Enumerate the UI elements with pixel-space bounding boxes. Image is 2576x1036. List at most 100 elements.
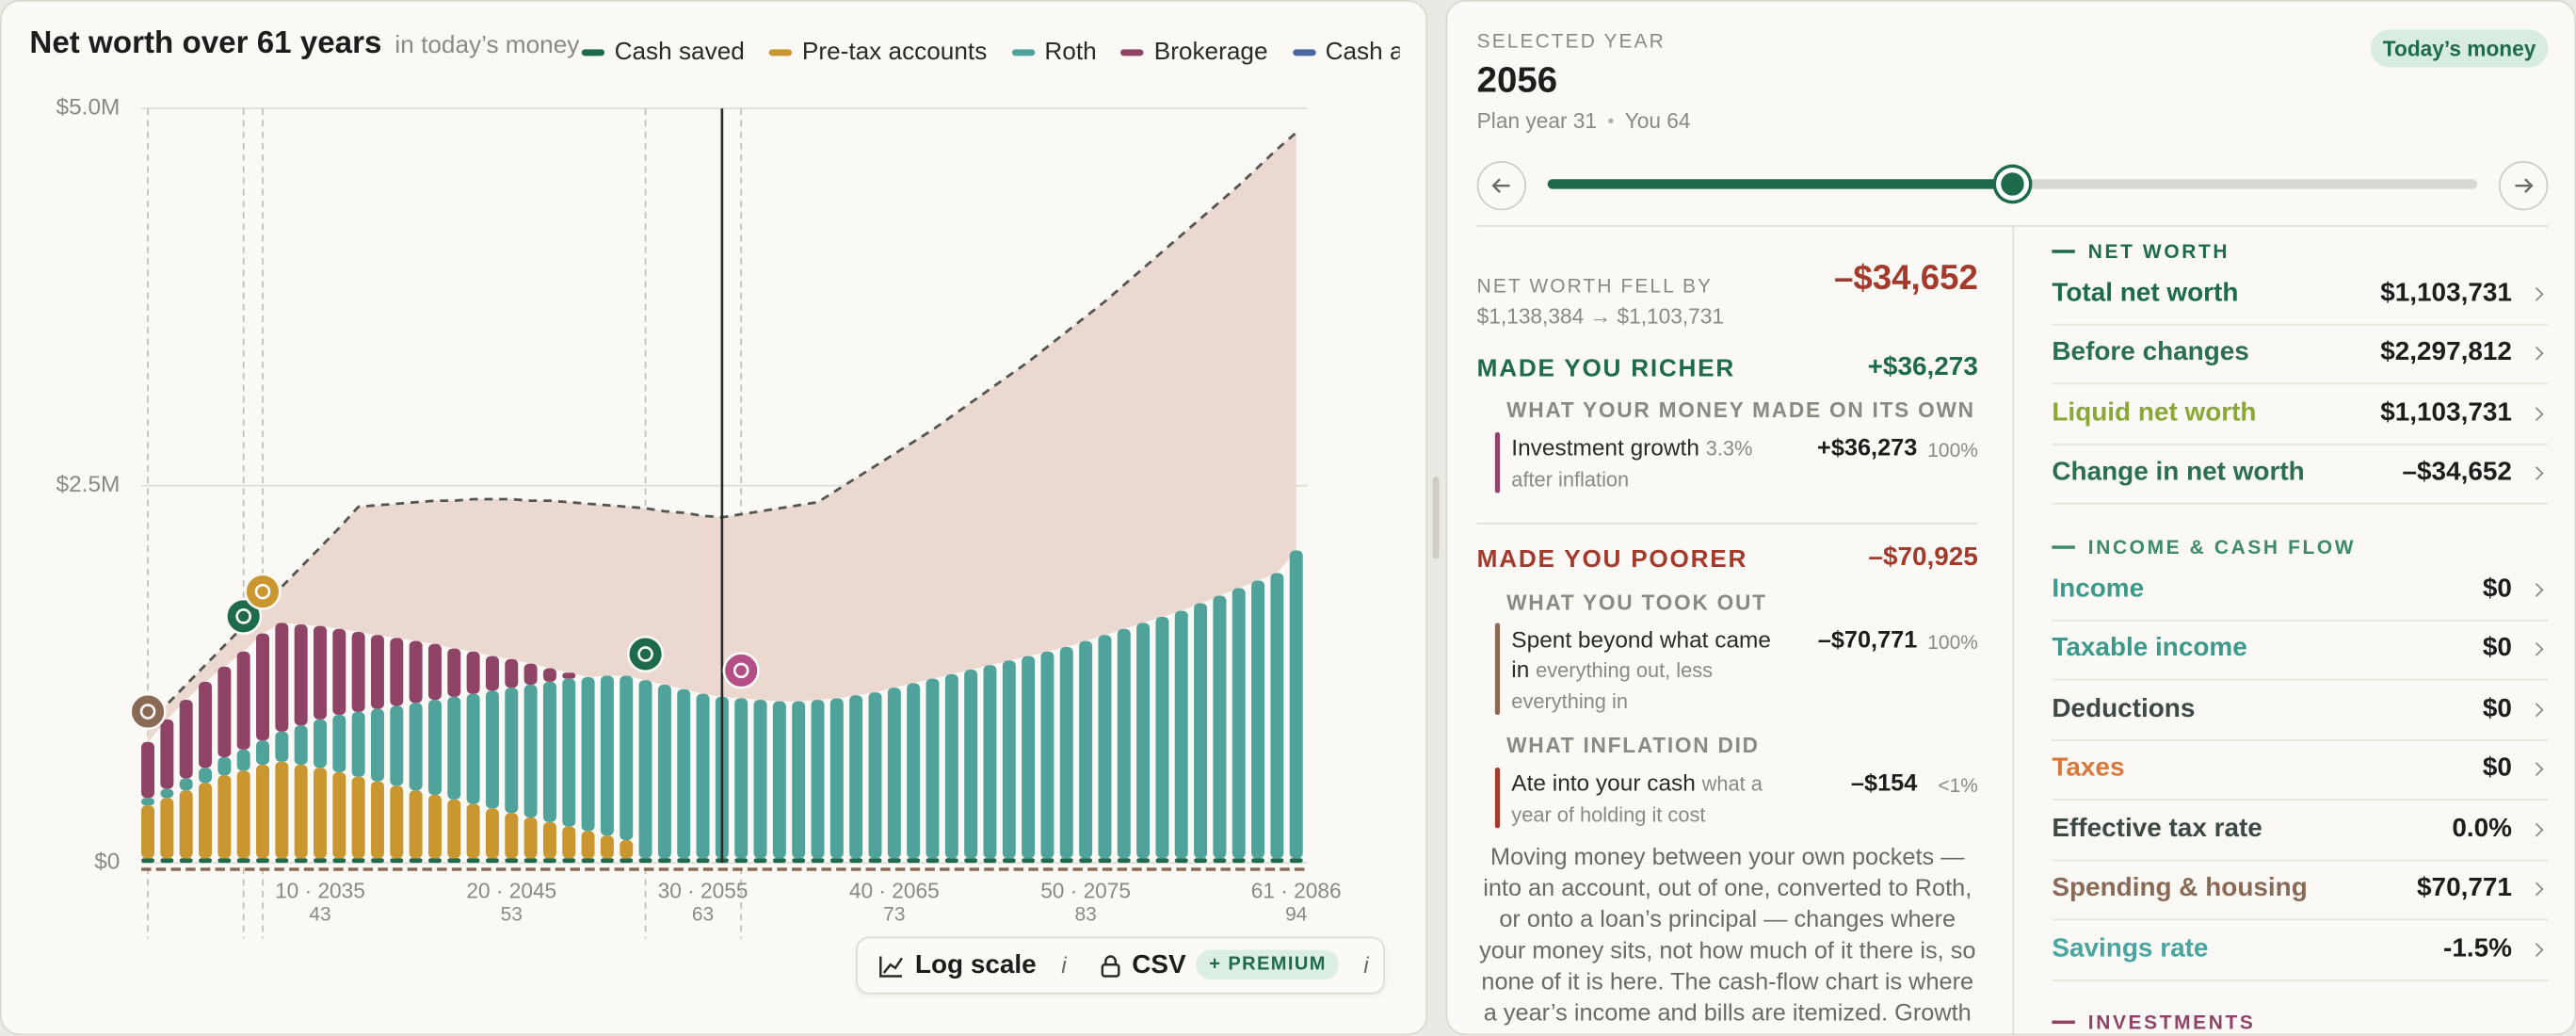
bar-segment (887, 688, 901, 859)
bar-segment (600, 835, 614, 859)
metric-row[interactable]: Savings rate -1.5% (2052, 920, 2549, 980)
y-tick-label: $2.5M (56, 472, 121, 497)
bar-segment (217, 666, 232, 757)
event-marker[interactable] (626, 635, 665, 673)
bar-segment (1022, 656, 1036, 859)
detail-panel: SELECTED YEAR 2056 Plan year 31 You 64 T… (1445, 0, 2576, 1036)
bar-segment (523, 858, 538, 864)
info-button[interactable]: i (1363, 951, 1369, 979)
legend-item: Brokerage (1120, 38, 1268, 66)
bar-segment (427, 858, 442, 864)
metric-row[interactable]: Before changes $2,297,812 (2052, 325, 2549, 385)
bar-segment (1117, 858, 1131, 864)
bar-segment (466, 858, 480, 864)
metric-row[interactable]: Income $0 (2052, 560, 2549, 621)
group-heading: WHAT YOU TOOK OUT (1506, 590, 1767, 615)
bar-segment (1040, 858, 1055, 864)
group-heading: WHAT YOUR MONEY MADE ON ITS OWN (1506, 397, 1975, 423)
change-value: –$34,652 (1834, 259, 1978, 298)
bar-segment (409, 858, 423, 864)
x-tick-sublabel: 94 (1285, 903, 1308, 925)
bar-segment (811, 700, 825, 859)
event-marker[interactable] (225, 597, 263, 635)
metric-row[interactable]: Change in net worth –$34,652 (2052, 445, 2549, 505)
bar-segment (1270, 573, 1284, 859)
bar-segment (1098, 635, 1112, 859)
bar-segment (581, 831, 595, 859)
bar-segment (160, 858, 174, 864)
bar-segment (505, 658, 519, 688)
legend-swatch (768, 48, 793, 56)
metric-label: Deductions (2052, 694, 2196, 723)
metric-label: Total net worth (2052, 279, 2239, 307)
metric-value: $70,771 (2417, 874, 2512, 903)
bar-segment (1098, 858, 1112, 864)
plan-year: Plan year 31 (1476, 108, 1598, 134)
item-share: <1% (1938, 773, 1978, 798)
bar-segment (677, 858, 691, 864)
marker-dot (225, 597, 263, 635)
x-tick-sublabel: 63 (692, 903, 714, 925)
bar-segment (485, 690, 499, 809)
metric-row[interactable]: Effective tax rate 0.0% (2052, 801, 2549, 861)
csv-button[interactable]: CSV (1132, 951, 1186, 979)
bar-segment (562, 826, 576, 859)
event-marker[interactable] (129, 692, 167, 731)
previous-year-button[interactable] (1476, 161, 1527, 211)
bar-segment (466, 693, 480, 804)
chevron (2529, 702, 2544, 717)
resize-handle[interactable] (1432, 477, 1440, 559)
metric-row[interactable]: Total net worth $1,103,731 (2052, 265, 2549, 325)
bar-segment (620, 858, 634, 864)
group-heading: WHAT INFLATION DID (1506, 733, 1760, 758)
slider-thumb[interactable] (1996, 167, 2029, 201)
change-label: NET WORTH FELL BY (1476, 274, 1714, 298)
bar-segment (332, 715, 346, 772)
bar-segment (485, 656, 499, 691)
bar-segment (294, 858, 308, 864)
bar-segment (466, 803, 480, 859)
metric-row[interactable]: Taxes $0 (2052, 740, 2549, 801)
bar-segment (829, 698, 844, 859)
legend-swatch (1292, 48, 1316, 56)
metric-label: Taxes (2052, 754, 2125, 784)
bar-segment (581, 858, 595, 864)
bar-segment (868, 692, 882, 859)
item-amount: –$154 (1850, 770, 1918, 798)
metric-label: Change in net worth (2052, 459, 2305, 487)
selected-label: SELECTED YEAR (1476, 29, 1666, 53)
legend-item: Cash a (1292, 38, 1400, 66)
event-marker[interactable] (244, 573, 282, 610)
bar-segment (256, 858, 269, 864)
info-button[interactable]: i (1061, 951, 1067, 979)
bar-segment (294, 623, 308, 726)
next-year-button[interactable] (2498, 161, 2549, 211)
event-marker[interactable] (722, 652, 760, 689)
bar-segment (1232, 588, 1246, 859)
lock-icon (1101, 955, 1120, 978)
bar-segment (696, 858, 710, 864)
bar-segment (217, 775, 232, 859)
metric-value: $1,103,731 (2380, 398, 2512, 428)
metric-row[interactable]: Liquid net worth $1,103,731 (2052, 384, 2549, 445)
bar-segment (983, 665, 997, 859)
bar-segment (390, 858, 404, 864)
money-mode-badge[interactable]: Today’s money (2370, 29, 2549, 68)
breakdown: NET WORTH Total net worth $1,103,731 Before… (2052, 236, 2549, 1034)
metric-row[interactable]: Taxable income $0 (2052, 621, 2549, 681)
bar-segment (849, 858, 863, 864)
bar-segment (447, 696, 461, 800)
log-scale-button[interactable]: Log scale (914, 951, 1037, 979)
x-tick-sublabel: 53 (501, 903, 523, 925)
y-tick-label: $0 (94, 850, 120, 875)
metric-row[interactable]: Spending & housing $70,771 (2052, 860, 2549, 921)
bar-segment (390, 705, 404, 786)
x-tick-label: 20 · 2045 (466, 878, 556, 902)
bar-segment (562, 672, 576, 679)
bar-segment (1117, 628, 1131, 859)
metric-row[interactable]: Deductions $0 (2052, 680, 2549, 741)
heading-text: NET WORTH (2087, 238, 2230, 263)
chevron (2529, 406, 2544, 421)
year-slider[interactable] (1547, 167, 2478, 201)
bar-segment (772, 858, 786, 864)
